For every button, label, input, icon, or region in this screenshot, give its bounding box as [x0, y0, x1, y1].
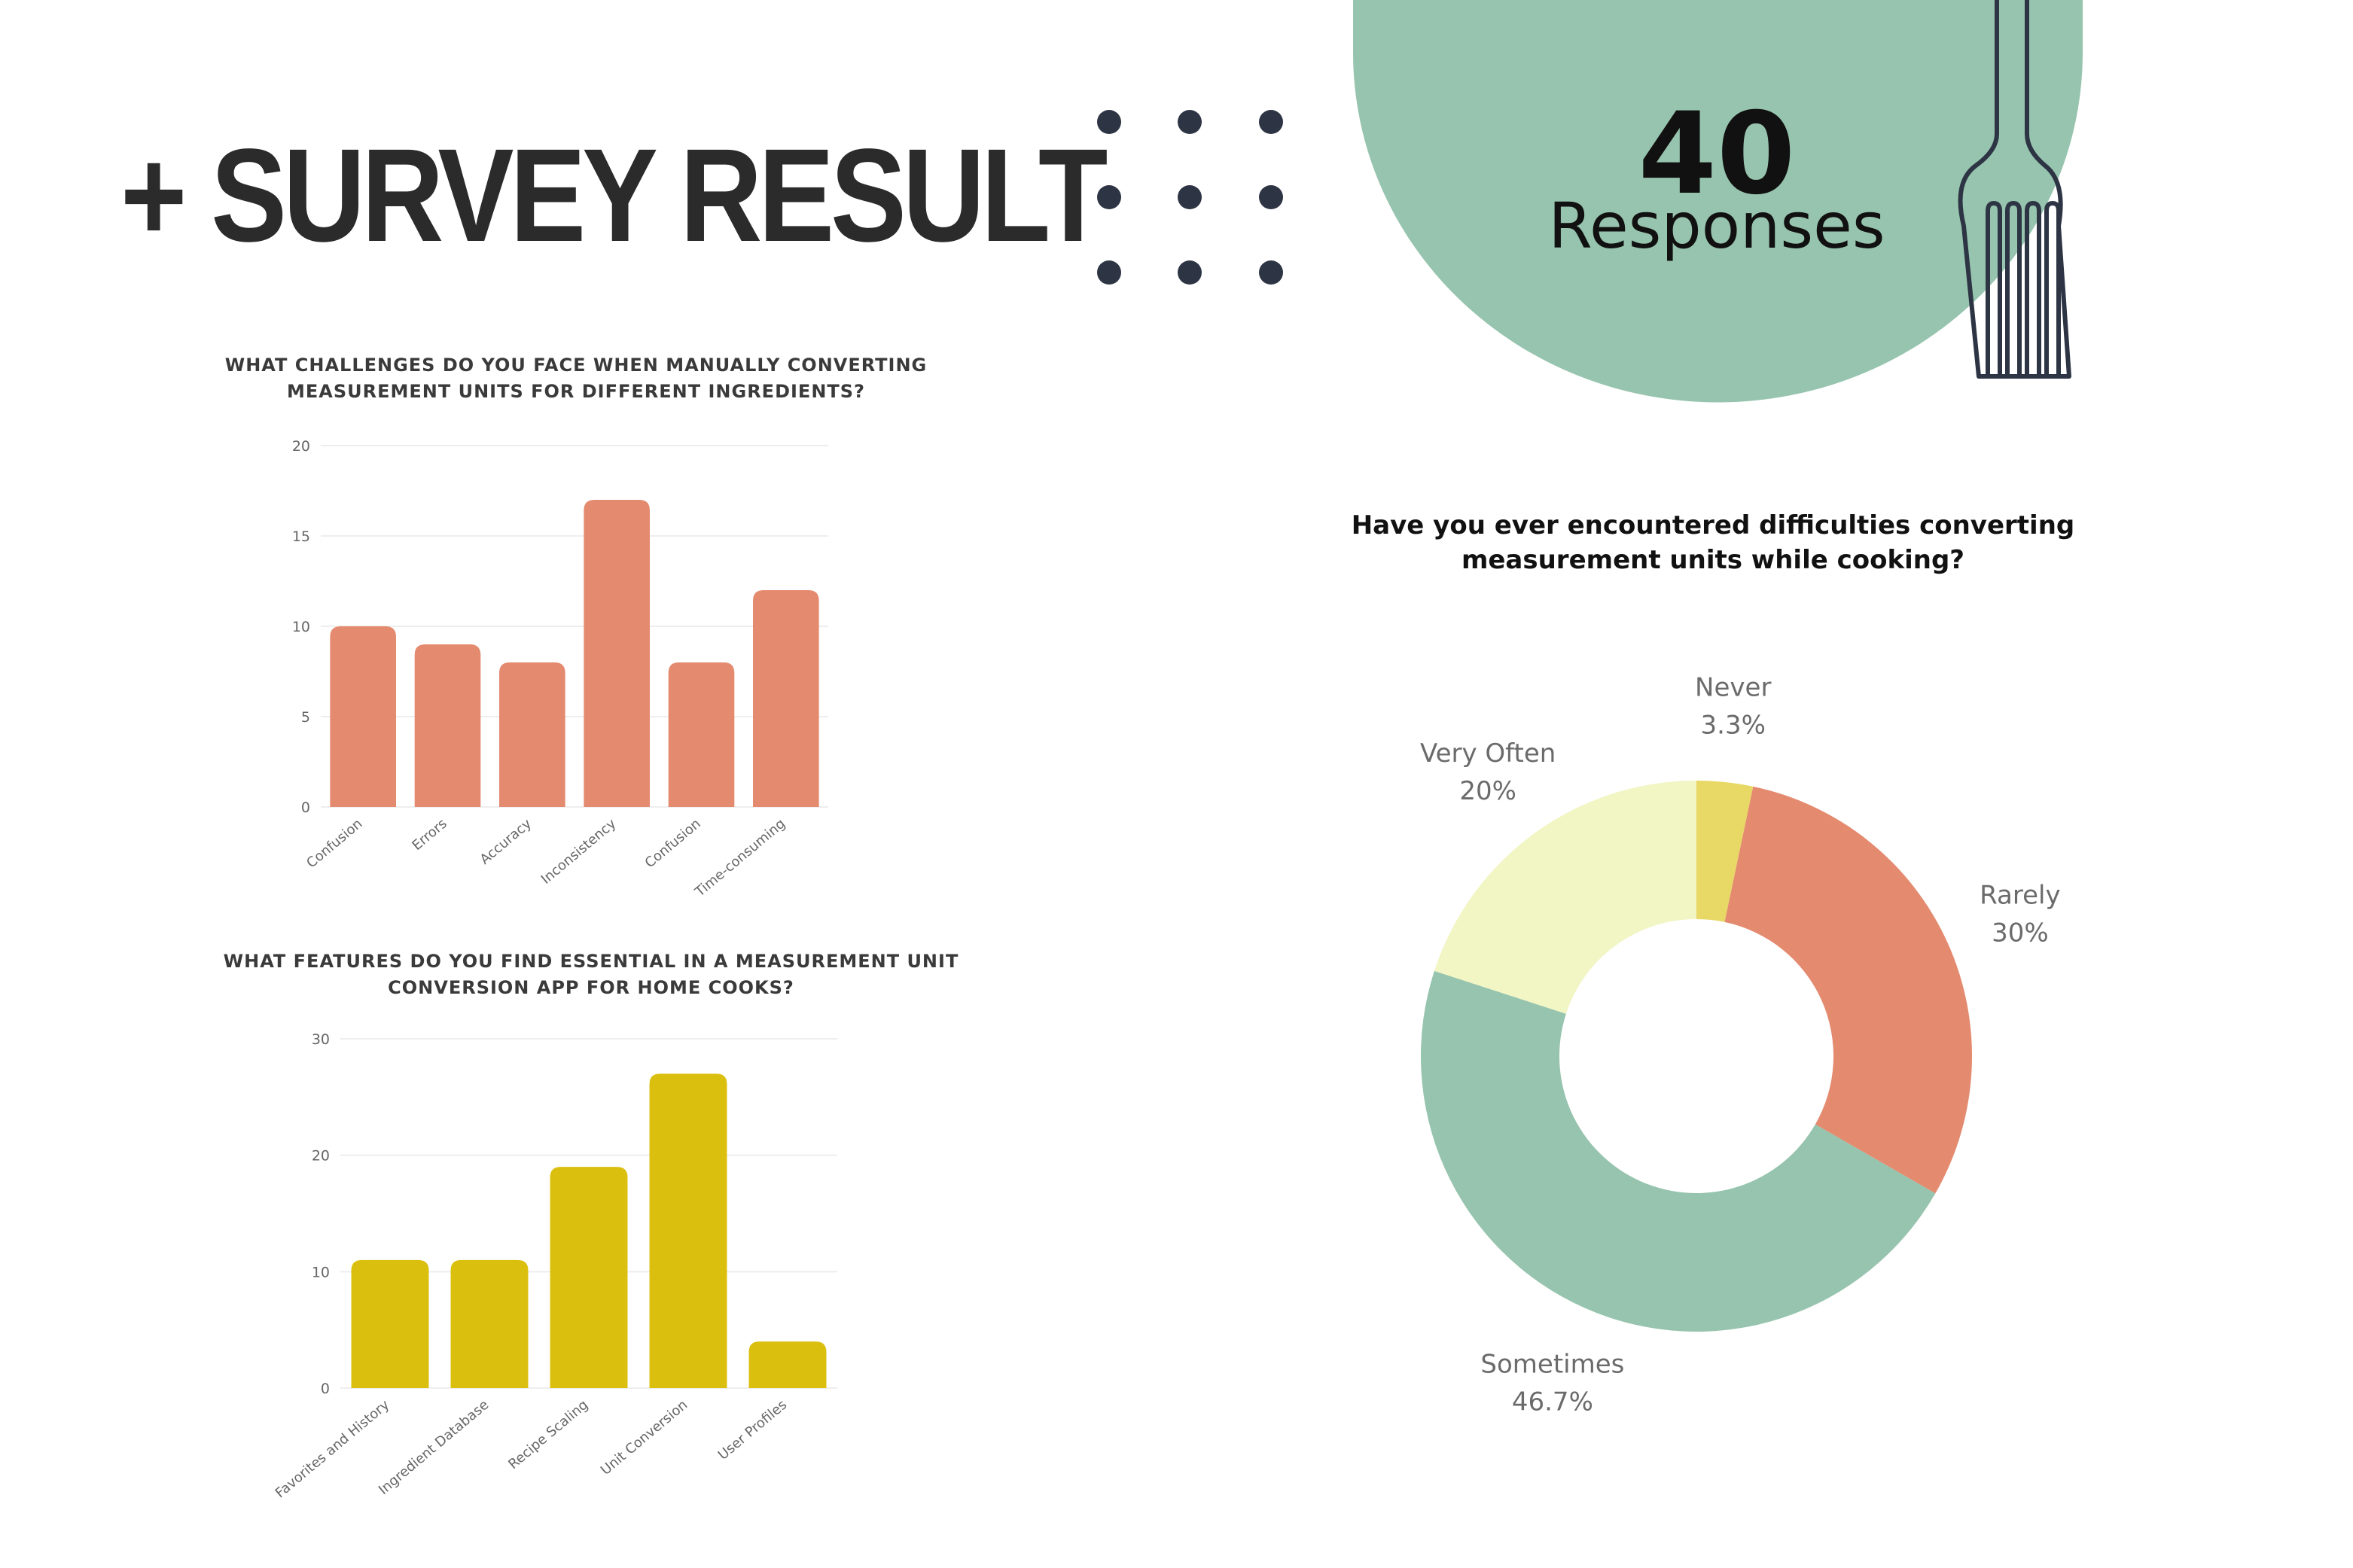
x-tick-label: Inconsistency — [538, 816, 620, 888]
y-tick-label: 5 — [301, 709, 310, 726]
x-tick-label: Time-consuming — [692, 816, 788, 901]
dot-shape — [1178, 185, 1202, 209]
bar — [550, 1167, 628, 1388]
x-tick-label: Favorites and History — [273, 1397, 393, 1502]
features-title-line-1: WHAT FEATURES DO YOU FIND ESSENTIAL IN A… — [223, 951, 959, 972]
dot-shape — [1097, 260, 1121, 285]
bar — [753, 590, 819, 807]
x-tick-label: User Profiles — [715, 1397, 790, 1463]
x-tick-label: Confusion — [642, 816, 704, 872]
donut-slice — [1434, 781, 1696, 1014]
slice-percent-label: 20% — [1459, 776, 1516, 806]
bar — [351, 1259, 429, 1388]
x-tick-label: Confusion — [303, 816, 365, 872]
challenges-bar-chart: 0 5 10 15 20 Confusion Errors Accuracy Inconsist… — [292, 438, 828, 901]
responses-label: Responses — [1548, 189, 1885, 263]
y-tick-label: 20 — [312, 1148, 330, 1165]
x-tick-label: Recipe Scaling — [505, 1397, 591, 1472]
donut-slice — [1696, 781, 1754, 922]
slice-percent-label: 30% — [1992, 918, 2049, 948]
challenges-chart-title: WHAT CHALLENGES DO YOU FACE WHEN MANUALL… — [173, 352, 979, 405]
slice-label: Sometimes — [1480, 1349, 1624, 1379]
slice-label: Rarely — [1980, 881, 2060, 911]
bar — [499, 662, 565, 807]
bar — [748, 1341, 827, 1388]
dot-shape — [1097, 185, 1121, 209]
bar — [649, 1073, 727, 1388]
sage-circle-shape — [1353, 0, 2083, 403]
bar — [584, 500, 650, 807]
slice-label: Very Often — [1420, 738, 1556, 769]
bar — [668, 662, 735, 807]
features-chart-title: WHAT FEATURES DO YOU FIND ESSENTIAL IN A… — [188, 948, 994, 1001]
challenges-title-line-2: MEASUREMENT UNITS FOR DIFFERENT INGREDIE… — [287, 381, 865, 402]
dot-shape — [1178, 110, 1202, 134]
y-tick-label: 10 — [292, 619, 310, 635]
difficulties-chart-title: Have you ever encountered difficulties c… — [1280, 508, 2146, 577]
x-tick-label: Ingredient Database — [376, 1397, 492, 1498]
bar — [414, 644, 481, 807]
difficulties-title-line-1: Have you ever encountered difficulties c… — [1351, 510, 2075, 540]
dot-grid — [1097, 110, 1283, 285]
responses-count: 40 — [1638, 89, 1796, 220]
page-title: + SURVEY RESULT — [120, 122, 1108, 269]
dot-shape — [1259, 260, 1283, 285]
difficulties-donut-chart: Never 3.3% Rarely 30% Sometimes 46.7% Very Oft… — [1420, 673, 2061, 1417]
dot-shape — [1259, 185, 1283, 209]
y-tick-label: 30 — [312, 1031, 330, 1048]
bar — [330, 626, 396, 807]
y-tick-label: 20 — [292, 438, 310, 455]
x-tick-label: Accuracy — [477, 816, 535, 868]
slice-percent-label: 46.7% — [1512, 1387, 1593, 1417]
y-tick-label: 0 — [301, 799, 310, 816]
dot-shape — [1259, 110, 1283, 134]
y-tick-label: 0 — [321, 1381, 330, 1397]
features-title-line-2: CONVERSION APP FOR HOME COOKS? — [388, 977, 794, 998]
fork-icon — [1958, 0, 2071, 379]
y-tick-label: 10 — [312, 1264, 330, 1280]
dot-shape — [1097, 110, 1121, 134]
donut-slice — [1724, 786, 1972, 1194]
bar — [450, 1259, 529, 1388]
x-tick-label: Unit Conversion — [598, 1397, 690, 1478]
challenges-title-line-1: WHAT CHALLENGES DO YOU FACE WHEN MANUALL… — [224, 355, 928, 376]
slice-percent-label: 3.3% — [1701, 711, 1766, 741]
difficulties-title-line-2: measurement units while cooking? — [1461, 545, 1965, 575]
dot-shape — [1178, 260, 1202, 285]
donut-slice — [1421, 970, 1936, 1332]
x-tick-label: Errors — [409, 816, 450, 854]
y-tick-label: 15 — [292, 528, 310, 545]
slice-label: Never — [1695, 673, 1771, 703]
